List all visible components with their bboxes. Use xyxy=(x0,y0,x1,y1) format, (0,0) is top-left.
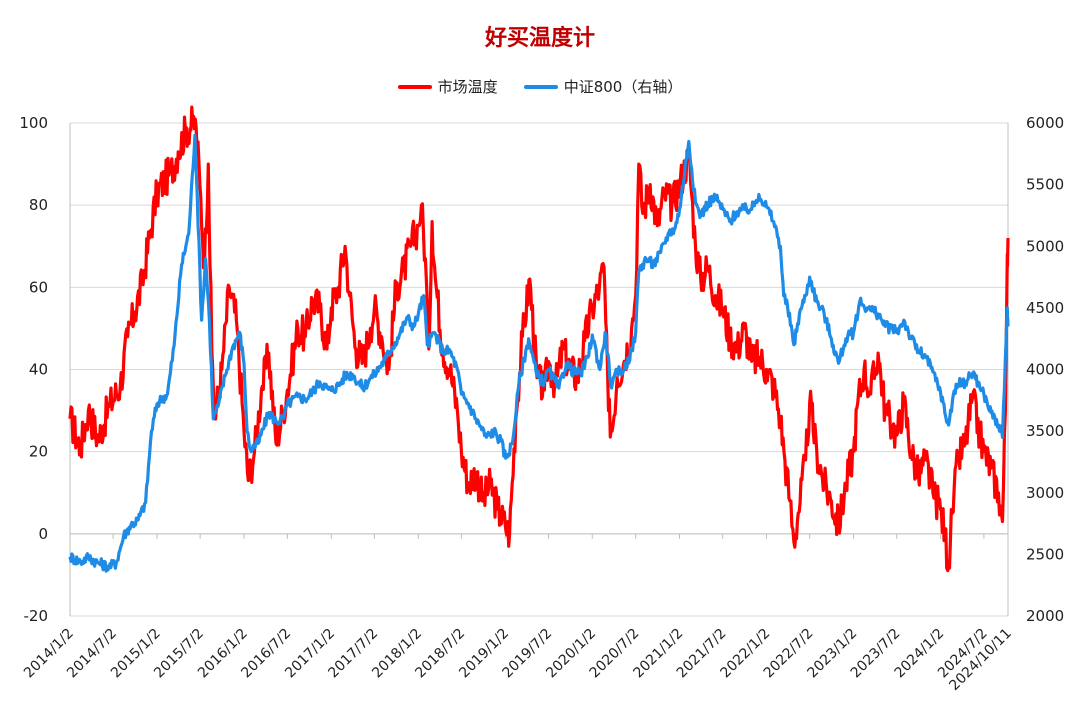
series-line-market-temperature xyxy=(68,105,1010,573)
y-right-tick-label: 6000 xyxy=(1026,114,1064,132)
y-left-tick-label: -20 xyxy=(24,607,49,625)
legend-label: 市场温度 xyxy=(437,78,498,96)
legend-swatch-red xyxy=(397,84,432,89)
y-right-tick-label: 2500 xyxy=(1026,545,1064,563)
y-right-tick-label: 4500 xyxy=(1026,299,1064,317)
y-left-tick-label: 60 xyxy=(29,278,48,296)
y-right-tick-label: 4000 xyxy=(1026,361,1064,379)
legend-item-market-temperature: 市场温度 xyxy=(397,76,498,97)
y-left-tick-label: 100 xyxy=(19,114,48,132)
legend: 市场温度 中证800（右轴） xyxy=(0,76,1080,97)
chart-title: 好买温度计 xyxy=(484,26,595,51)
legend-label: 中证800（右轴） xyxy=(563,78,683,96)
y-left-tick-label: 0 xyxy=(38,525,48,543)
y-right-tick-label: 5500 xyxy=(1026,176,1064,194)
y-right-tick-label: 3500 xyxy=(1026,422,1064,440)
legend-swatch-blue xyxy=(523,84,558,89)
y-left-tick-label: 20 xyxy=(29,443,48,461)
y-left-tick-label: 40 xyxy=(29,361,48,379)
y-right-tick-label: 3000 xyxy=(1026,484,1064,502)
series-line-csi800 xyxy=(68,133,1010,573)
legend-item-csi800: 中证800（右轴） xyxy=(523,76,683,97)
y-left-tick-label: 80 xyxy=(29,196,48,214)
y-right-tick-label: 2000 xyxy=(1026,607,1064,625)
y-right-tick-label: 5000 xyxy=(1026,237,1064,255)
